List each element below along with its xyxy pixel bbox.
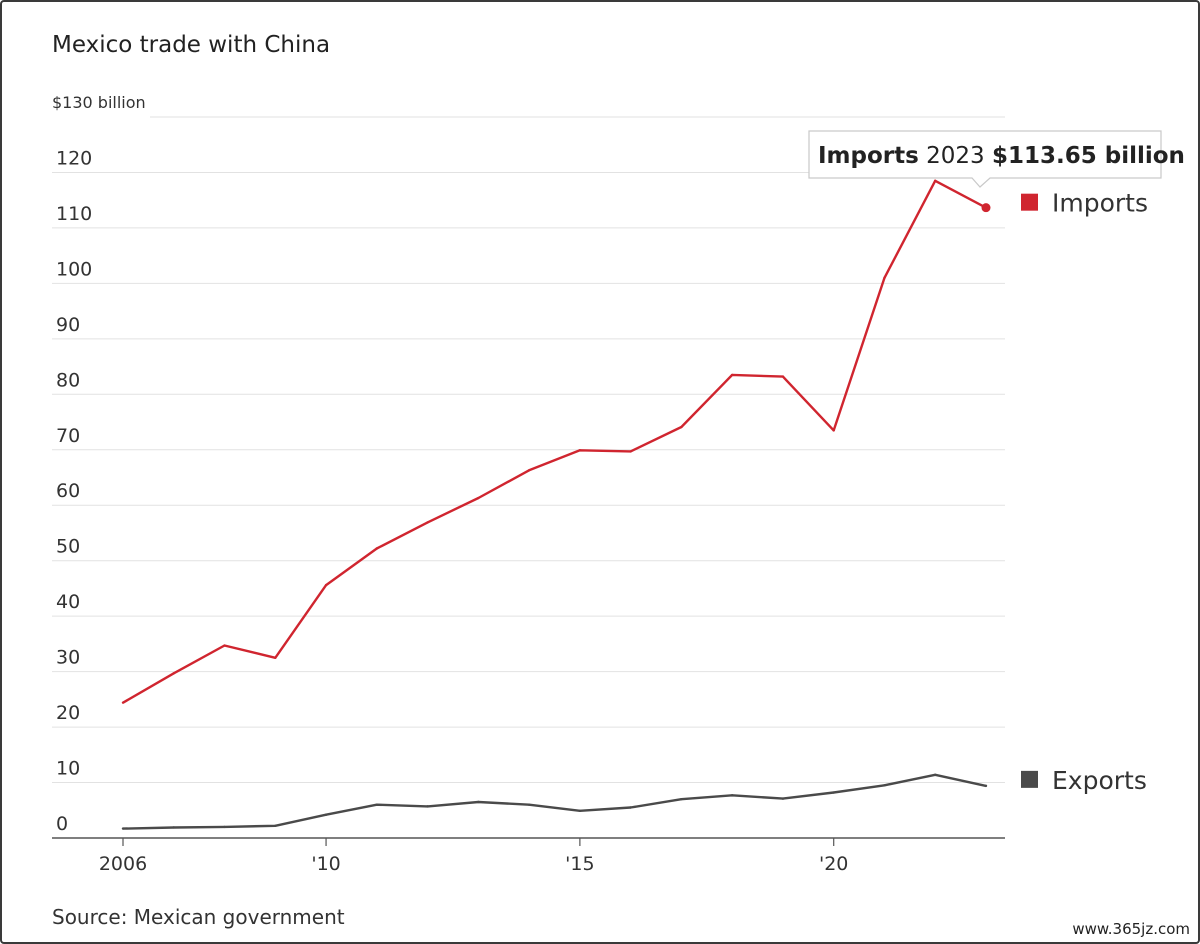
exports-point: [426, 805, 429, 808]
exports-point: [883, 784, 886, 787]
imports-line: [122, 179, 987, 704]
imports-point: [527, 469, 531, 472]
chart-title: Mexico trade with China: [52, 32, 330, 58]
x-tick-label: '15: [565, 853, 594, 875]
imports-point: [629, 450, 632, 453]
y-tick-label: 110: [56, 203, 92, 225]
y-tick-label: 90: [56, 314, 80, 336]
annotation-year: 2023: [919, 143, 992, 169]
exports-point: [172, 826, 175, 829]
imports-legend-swatch: [1021, 193, 1038, 211]
exports-point: [832, 791, 835, 794]
imports-point: [578, 449, 582, 452]
y-unit-label: $130 billion: [52, 93, 146, 112]
annotation-value: $113.65 billion: [992, 143, 1185, 169]
exports-point: [223, 825, 226, 829]
exports-point: [781, 797, 785, 800]
y-tick-label: 60: [56, 480, 80, 502]
series-layer: [121, 179, 991, 830]
annotation-series: Imports: [818, 143, 919, 169]
imports-point: [375, 547, 379, 550]
y-tick-label: 120: [56, 147, 92, 169]
y-tick-label: 30: [56, 647, 80, 669]
x-axis-ticks: 2006 '10 '15 '20: [99, 838, 848, 875]
grid-layer: [52, 116, 1005, 839]
exports-point: [324, 813, 328, 816]
imports-point: [730, 373, 734, 377]
exports-point: [984, 784, 988, 788]
y-tick-label: 10: [56, 758, 80, 780]
imports-point: [934, 179, 937, 182]
x-tick-label: '20: [819, 853, 848, 875]
imports-point: [121, 701, 125, 704]
imports-point: [324, 583, 328, 587]
y-tick-label: 100: [56, 258, 92, 280]
annotation-box: [808, 130, 1162, 188]
legend: Imports Exports: [1021, 189, 1148, 795]
y-tick-label: 0: [56, 813, 68, 835]
exports-legend-label: Exports: [1052, 766, 1147, 795]
imports-highlight-point: [981, 203, 991, 213]
watermark: www.365jz.com: [1072, 920, 1190, 938]
imports-point: [680, 425, 683, 429]
y-tick-label: 50: [56, 536, 80, 558]
exports-line: [122, 773, 987, 830]
imports-point: [426, 521, 429, 524]
exports-point: [477, 800, 480, 804]
exports-point: [578, 809, 582, 813]
exports-point: [934, 773, 937, 776]
exports-point: [274, 824, 277, 827]
exports-legend-swatch: [1021, 770, 1038, 788]
imports-point: [883, 276, 886, 280]
y-tick-label: 20: [56, 702, 80, 724]
exports-point: [730, 794, 734, 797]
imports-point: [781, 375, 785, 378]
y-tick-label: 80: [56, 369, 80, 391]
exports-point: [121, 827, 125, 830]
exports-point: [375, 803, 379, 806]
exports-point: [680, 797, 683, 801]
imports-point: [223, 644, 226, 647]
imports-point: [832, 429, 835, 432]
annotation: Imports 2023 $113.65 billion: [808, 130, 1185, 188]
imports-point: [477, 496, 480, 500]
x-tick-label: '10: [311, 853, 340, 875]
y-tick-label: 70: [56, 425, 80, 447]
imports-legend-label: Imports: [1052, 189, 1148, 218]
y-axis-ticks: 0 10 20 30 40 50 60 70 80 90 100 110 120: [56, 147, 92, 835]
exports-point: [527, 803, 531, 806]
source-note: Source: Mexican government: [52, 905, 345, 929]
x-tick-label: 2006: [99, 853, 147, 875]
imports-point: [274, 656, 277, 659]
exports-point: [629, 806, 632, 809]
imports-point: [172, 672, 175, 675]
annotation-text: Imports 2023 $113.65 billion: [818, 143, 1185, 169]
y-tick-label: 40: [56, 591, 80, 613]
